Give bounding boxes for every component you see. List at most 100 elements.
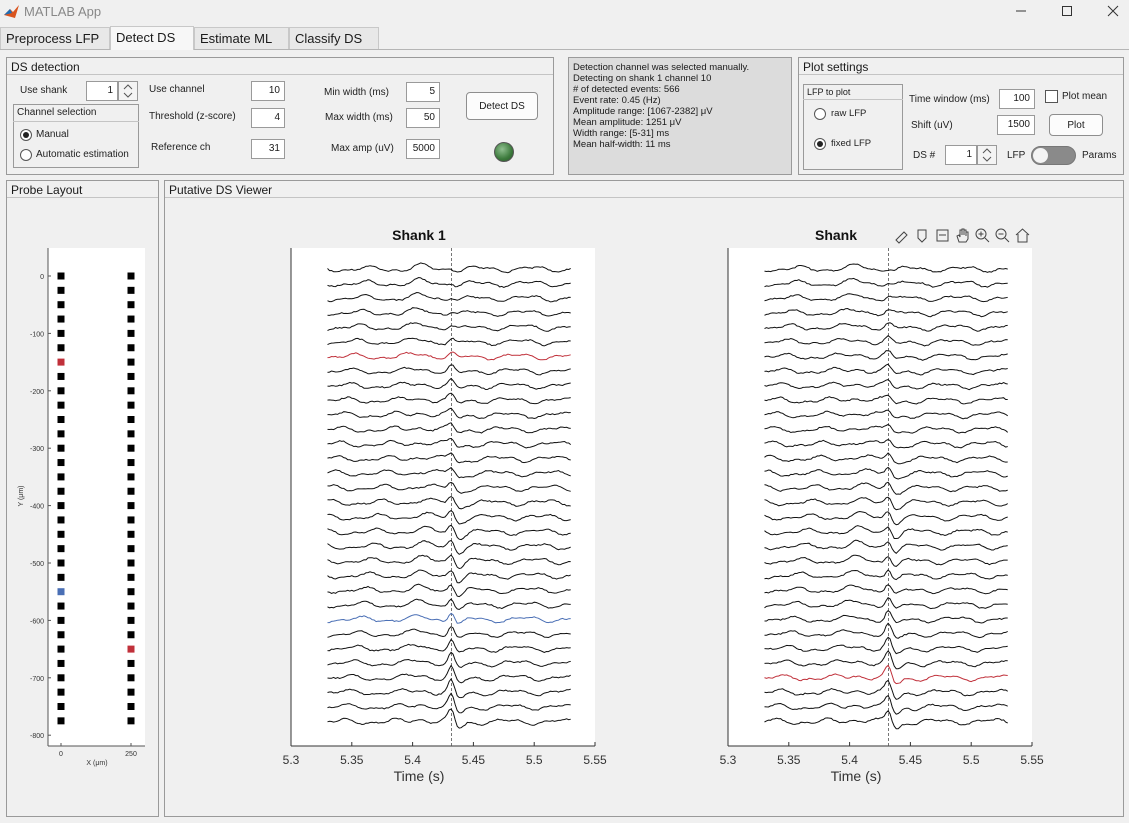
shift-field[interactable]: 1500	[997, 115, 1035, 135]
probe-channel-marker	[127, 645, 135, 653]
use-shank-stepper[interactable]	[118, 81, 138, 101]
probe-channel-marker	[57, 545, 65, 553]
max-width-field[interactable]: 50	[406, 108, 440, 128]
min-width-field[interactable]: 5	[406, 82, 440, 102]
lfp-trace	[764, 710, 1008, 730]
tab-estimate-ml[interactable]: Estimate ML	[194, 27, 289, 49]
close-button[interactable]	[1090, 0, 1129, 22]
lfp-trace	[764, 322, 1008, 332]
threshold-field[interactable]: 4	[251, 108, 285, 128]
viewer-x-tick-label: 5.3	[720, 753, 737, 767]
probe-channel-marker	[57, 401, 65, 409]
status-text-area: Detection channel was selected manually.…	[568, 57, 792, 175]
probe-channel-marker	[127, 416, 135, 423]
lfp-trace	[764, 293, 1008, 303]
brush-icon[interactable]	[895, 231, 908, 244]
status-line: Width range: [5-31] ms	[573, 128, 670, 139]
probe-channel-marker	[57, 717, 65, 725]
maximize-button[interactable]	[1044, 0, 1090, 22]
probe-channel-marker	[127, 358, 135, 366]
probe-channel-marker	[127, 487, 135, 495]
use-channel-field[interactable]: 10	[251, 81, 285, 101]
use-shank-label: Use shank	[20, 85, 68, 96]
probe-y-tick-label: -200	[30, 389, 44, 396]
max-amp-field[interactable]: 5000	[406, 139, 440, 159]
probe-y-tick-label: -600	[30, 618, 44, 625]
manual-radio-label: Manual	[36, 129, 69, 140]
legend-icon[interactable]	[936, 229, 949, 242]
viewer-x-tick-label: 5.35	[340, 753, 364, 767]
pan-icon[interactable]	[956, 228, 969, 243]
max-amp-label: Max amp (uV)	[331, 143, 394, 154]
lens	[995, 228, 1007, 240]
lfp-trace	[327, 481, 571, 494]
ds-number-spinner[interactable]: 1	[945, 145, 977, 165]
data-tip-icon[interactable]	[917, 229, 927, 243]
status-line: Mean amplitude: 1251 μV	[573, 117, 682, 128]
lfp-trace	[764, 263, 1008, 273]
status-line: Event rate: 0.45 (Hz)	[573, 95, 661, 106]
lfp-trace	[764, 610, 1008, 624]
probe-y-tick-label: -700	[30, 676, 44, 683]
lfp-to-plot-title: LFP to plot	[807, 87, 851, 97]
viewer-axes-background	[728, 248, 1032, 746]
viewer-x-tick-label: 5.45	[462, 753, 486, 767]
zoom-out-icon[interactable]	[995, 228, 1010, 243]
minimize-icon	[1016, 10, 1026, 12]
lfp-trace	[764, 636, 1008, 655]
lfp-trace	[764, 622, 1008, 639]
fixed-lfp-radio[interactable]	[814, 138, 826, 150]
lfp-trace	[327, 322, 571, 332]
probe-channel-marker	[57, 444, 65, 452]
minimize-button[interactable]	[998, 0, 1044, 22]
use-shank-spinner[interactable]: 1	[86, 81, 118, 101]
ds-detection-title: DS detection	[7, 58, 553, 75]
ds-number-stepper[interactable]	[977, 145, 997, 165]
probe-channel-marker	[127, 545, 135, 553]
lfp-trace	[327, 708, 571, 729]
automatic-estimation-radio[interactable]	[20, 149, 32, 161]
time-window-field[interactable]: 100	[999, 89, 1035, 109]
probe-channel-marker	[127, 602, 135, 610]
viewer-x-axis-label: Time (s)	[394, 768, 445, 784]
raw-lfp-radio[interactable]	[814, 108, 826, 120]
window-title: MATLAB App	[24, 4, 102, 19]
lens	[975, 228, 987, 240]
probe-channel-marker	[57, 559, 65, 567]
ds-detection-panel: DS detection	[6, 57, 554, 175]
lfp-trace	[764, 335, 1008, 347]
manual-radio[interactable]	[20, 129, 32, 141]
probe-channel-marker	[127, 372, 135, 380]
lfp-trace	[764, 584, 1008, 595]
status-line: # of detected events: 566	[573, 84, 680, 95]
detect-ds-button[interactable]: Detect DS	[466, 92, 538, 120]
plot-mean-checkbox[interactable]	[1045, 90, 1058, 103]
plot-button[interactable]: Plot	[1049, 114, 1103, 136]
tab-preprocess-lfp[interactable]: Preprocess LFP	[0, 27, 110, 49]
viewer-x-tick-label: 5.45	[899, 753, 923, 767]
probe-channel-marker	[127, 688, 135, 696]
probe-x-tick-label: 250	[125, 751, 137, 758]
lfp-trace	[327, 392, 571, 405]
lfp-trace	[764, 525, 1008, 539]
probe-y-tick-label: -100	[30, 331, 44, 338]
axes-toolbar	[895, 228, 1030, 244]
lfp-trace	[327, 554, 571, 570]
lfp-trace	[764, 439, 1008, 449]
probe-channel-marker	[57, 588, 65, 596]
probe-channel-marker	[127, 315, 135, 323]
probe-layout-plot[interactable]: 0 -100 -200 -300 -400 -500 -600 -700 -800 0 250 X (…	[7, 198, 158, 816]
legend-shape	[936, 229, 949, 242]
lfp-params-toggle[interactable]	[1031, 146, 1076, 165]
lfp-trace	[764, 394, 1008, 405]
probe-channel-marker	[57, 688, 65, 696]
divider	[803, 99, 903, 100]
tab-classify-ds[interactable]: Classify DS	[289, 27, 379, 49]
reference-ch-field[interactable]: 31	[251, 139, 285, 159]
probe-channel-marker	[127, 659, 135, 667]
tab-detect-ds[interactable]: Detect DS	[110, 26, 194, 50]
zoom-in-icon[interactable]	[975, 228, 990, 243]
home-icon[interactable]	[1015, 228, 1030, 243]
lfp-trace	[764, 350, 1008, 361]
